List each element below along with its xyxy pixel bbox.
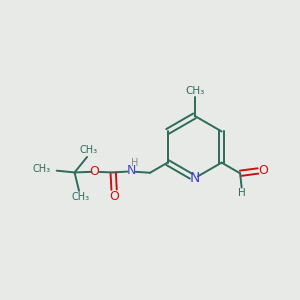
Text: O: O: [110, 190, 120, 203]
Text: O: O: [89, 165, 99, 178]
Text: CH₃: CH₃: [80, 146, 98, 155]
Text: CH₃: CH₃: [185, 86, 204, 96]
Text: H: H: [131, 158, 138, 168]
Text: O: O: [258, 164, 268, 177]
Text: H: H: [238, 188, 245, 198]
Text: N: N: [126, 164, 136, 177]
Text: CH₃: CH₃: [32, 164, 50, 175]
Text: CH₃: CH₃: [71, 192, 89, 203]
Text: N: N: [189, 171, 200, 184]
